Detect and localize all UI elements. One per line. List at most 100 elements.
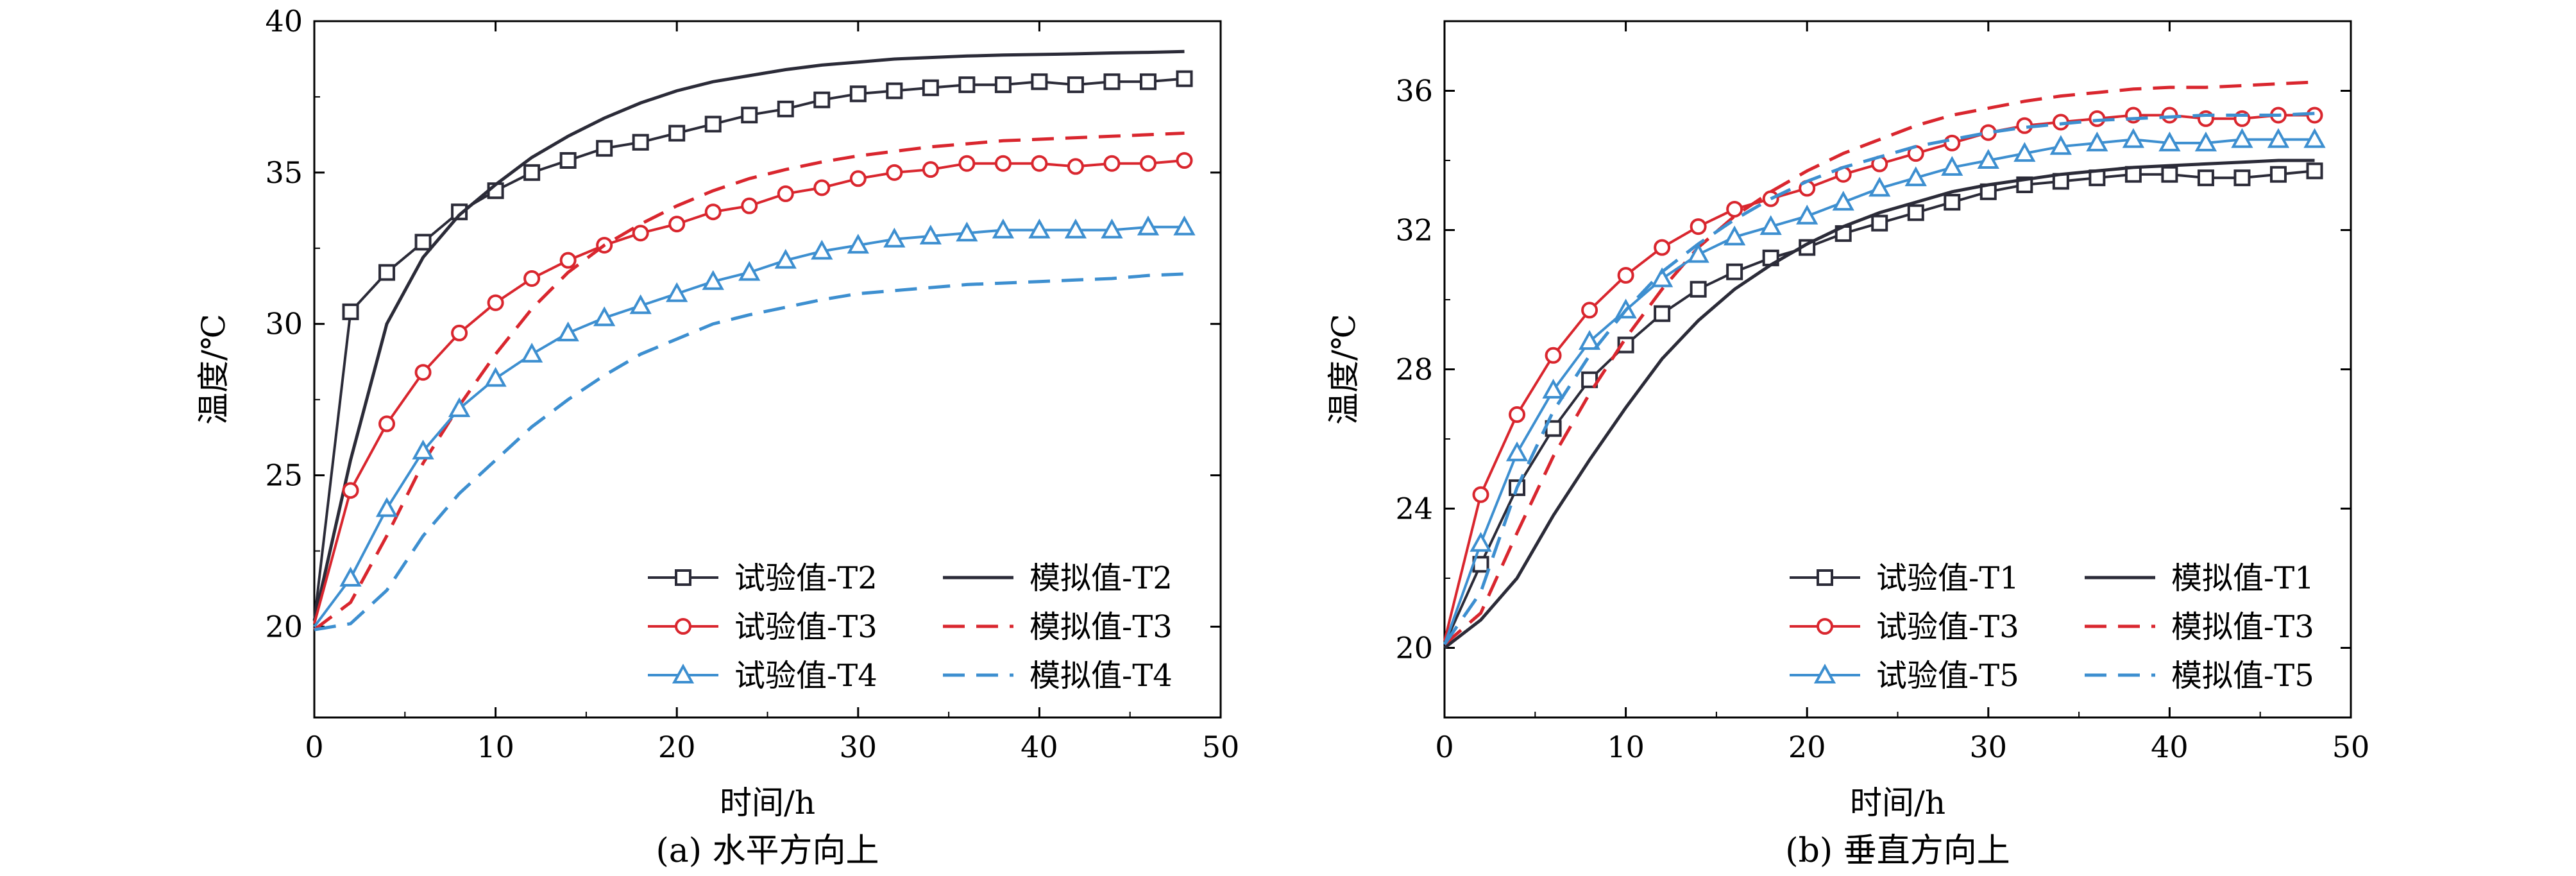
- data-point-a-0-20: [1031, 73, 1048, 90]
- chart-b-vertical: 0 10 20 30 40 50 20 24 28 32 36 时间/h 温度/℃ (b) 垂直方向上 试验…: [1325, 20, 2370, 870]
- legend-label-a-s1: 模拟值-T3: [1030, 609, 1173, 645]
- data-point-a-4-17: [919, 225, 942, 245]
- data-point-a-0-14: [813, 91, 831, 108]
- chart-a-horizontal: 0 10 20 30 40 50 20 25 30 35 40 时间/h 温度/℃ (a) 水平方向上 试验…: [195, 4, 1239, 870]
- data-point-a-0-18: [958, 76, 976, 94]
- data-point-a-0-19: [994, 76, 1012, 94]
- data-point-b-2-2: [1509, 406, 1526, 424]
- data-point-a-0-21: [1067, 76, 1084, 94]
- data-point-a-0-13: [777, 100, 794, 117]
- data-point-a-4-8: [593, 306, 616, 327]
- data-point-b-4-9: [1759, 215, 1782, 236]
- data-point-a-2-18: [958, 155, 976, 172]
- data-point-b-0-22: [2233, 169, 2251, 187]
- data-point-a-4-21: [1064, 218, 1087, 239]
- y-tick-label-a-3: 35: [265, 155, 303, 190]
- y-tick-label-a-4: 40: [265, 4, 303, 39]
- data-point-a-2-4: [451, 324, 468, 341]
- legend-label-a-m2: 试验值-T4: [734, 658, 877, 694]
- x-tick-label-a-2: 20: [658, 730, 696, 764]
- data-point-a-4-10: [666, 282, 688, 302]
- x-tick-label-b-3: 30: [1970, 730, 2008, 764]
- data-point-b-4-3: [1542, 379, 1564, 399]
- y-tick-label-b-3: 32: [1395, 213, 1433, 248]
- data-point-a-4-5: [484, 366, 507, 387]
- data-point-a-0-12: [741, 107, 758, 124]
- legend-label-b-s2: 模拟值-T5: [2171, 658, 2314, 694]
- data-point-a-0-24: [1176, 70, 1193, 87]
- data-point-b-4-17: [2049, 135, 2072, 155]
- legend-marker-a-m0: [675, 569, 691, 586]
- data-point-b-0-23: [2269, 166, 2287, 183]
- data-point-a-0-8: [596, 140, 613, 157]
- data-point-b-2-7: [1690, 218, 1707, 236]
- data-point-b-2-8: [1726, 200, 1743, 218]
- data-point-a-2-2: [378, 415, 396, 433]
- data-point-a-0-15: [849, 85, 867, 103]
- data-point-a-2-1: [342, 482, 359, 499]
- data-point-a-4-24: [1173, 215, 1196, 236]
- x-axis-label-b: 时间/h: [1850, 784, 1945, 821]
- legend-label-a-m0: 试验值-T2: [734, 560, 877, 596]
- data-point-a-4-6: [520, 343, 543, 363]
- x-tick-label-a-5: 50: [1202, 730, 1240, 764]
- y-tick-label-b-4: 36: [1395, 74, 1433, 108]
- data-point-b-0-4: [1581, 371, 1598, 388]
- data-point-a-2-19: [994, 155, 1012, 172]
- y-tick-label-a-2: 30: [265, 307, 303, 341]
- legend-label-b-s0: 模拟值-T1: [2171, 560, 2314, 596]
- legend-label-b-s1: 模拟值-T3: [2171, 609, 2314, 645]
- data-point-a-2-14: [813, 179, 831, 196]
- data-point-a-4-1: [339, 567, 362, 587]
- data-point-b-4-11: [1832, 191, 1854, 211]
- series-line-a-1: [312, 49, 1185, 621]
- data-point-a-2-20: [1031, 155, 1048, 172]
- data-point-b-4-6: [1650, 267, 1674, 288]
- y-tick-label-a-0: 20: [265, 609, 303, 644]
- data-point-b-0-13: [1907, 204, 1924, 221]
- x-tick-label-b-1: 10: [1607, 730, 1645, 764]
- x-tick-label-b-0: 0: [1435, 730, 1453, 764]
- legend-marker-a-m1: [675, 618, 691, 635]
- data-point-b-4-1: [1470, 531, 1492, 552]
- data-point-b-2-4: [1581, 302, 1598, 319]
- data-point-a-2-11: [704, 203, 722, 221]
- data-point-b-0-21: [2197, 169, 2214, 187]
- data-point-b-4-2: [1505, 441, 1529, 461]
- data-point-a-0-10: [668, 125, 686, 142]
- data-point-b-4-19: [2122, 128, 2145, 148]
- data-point-a-4-18: [956, 221, 978, 242]
- data-point-a-0-3: [414, 234, 432, 251]
- x-tick-label-b-5: 50: [2332, 730, 2370, 764]
- data-point-b-4-18: [2086, 132, 2108, 151]
- x-tick-label-a-3: 30: [840, 730, 877, 764]
- legend-label-b-m1: 试验值-T3: [1876, 609, 2019, 645]
- data-point-b-0-20: [2161, 166, 2178, 183]
- legend-marker-a-m2: [672, 664, 695, 683]
- data-point-a-2-7: [559, 252, 577, 269]
- data-point-a-4-22: [1101, 218, 1123, 239]
- data-point-b-4-20: [2158, 132, 2181, 151]
- series-line-a-5: [314, 272, 1185, 631]
- data-point-b-4-12: [1868, 176, 1891, 197]
- data-point-a-4-20: [1028, 218, 1051, 239]
- legend-label-a-s0: 模拟值-T2: [1030, 560, 1173, 596]
- data-point-b-4-7: [1687, 243, 1709, 263]
- data-point-b-4-13: [1904, 166, 1927, 187]
- data-point-a-2-10: [668, 216, 686, 233]
- data-point-a-0-11: [704, 116, 722, 133]
- data-point-b-4-22: [2231, 128, 2253, 148]
- x-tick-label-b-2: 20: [1788, 730, 1826, 764]
- data-point-a-0-4: [451, 203, 468, 221]
- data-point-b-4-16: [2013, 142, 2036, 162]
- series-line-b-1: [1443, 159, 2315, 649]
- data-point-a-2-6: [523, 270, 541, 287]
- legend-marker-b-m0: [1817, 569, 1833, 586]
- y-tick-label-b-0: 20: [1395, 631, 1433, 666]
- data-point-b-2-15: [1979, 124, 1997, 141]
- data-point-a-0-22: [1103, 73, 1121, 90]
- data-point-a-2-21: [1067, 158, 1084, 175]
- legend-marker-b-m2: [1813, 664, 1836, 683]
- data-point-a-0-7: [559, 152, 577, 169]
- data-point-a-0-9: [632, 133, 649, 151]
